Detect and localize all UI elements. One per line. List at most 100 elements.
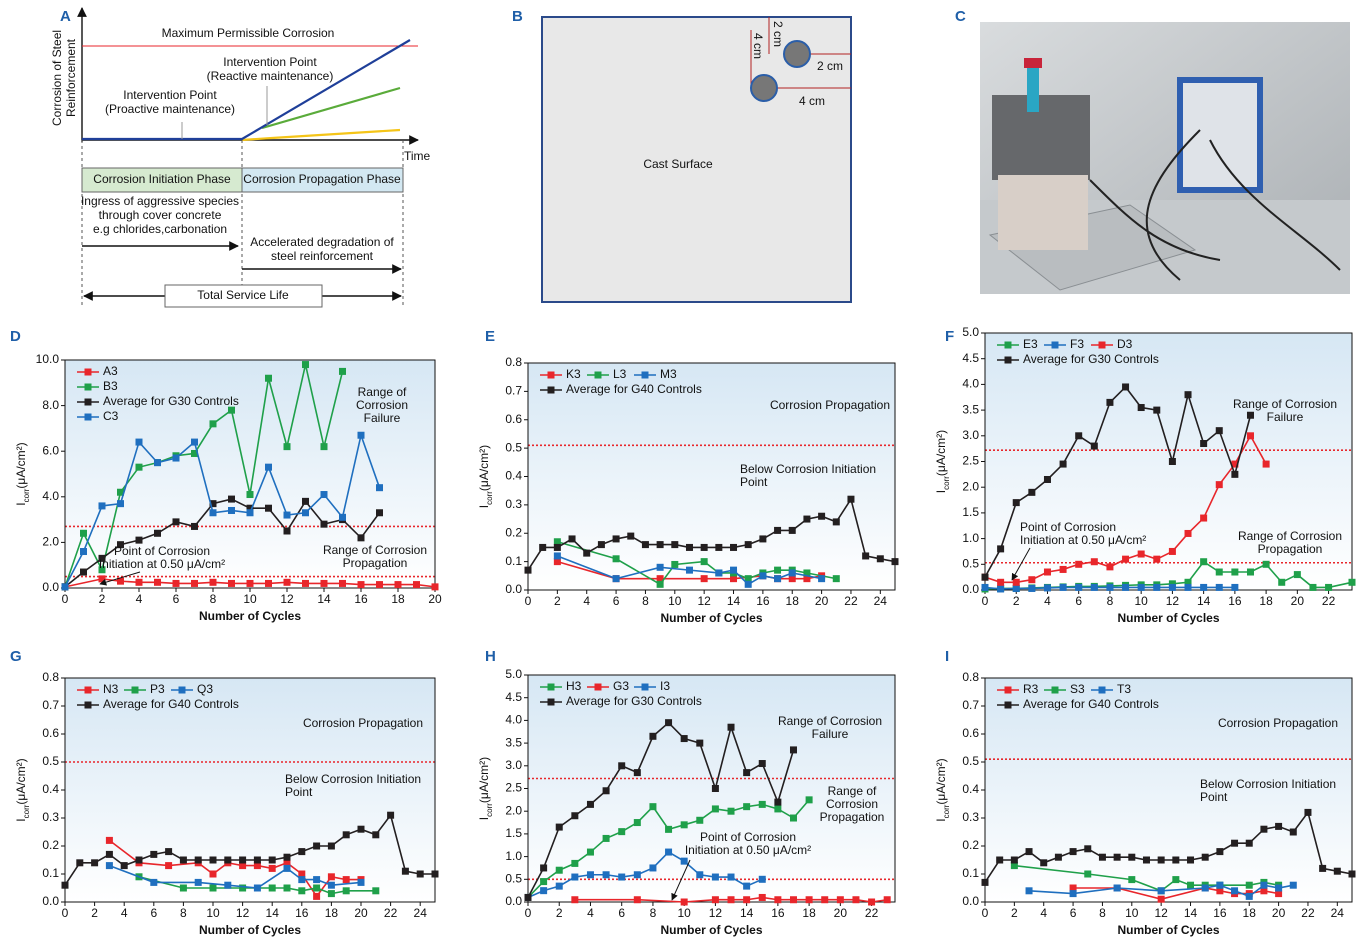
data-point (121, 862, 128, 869)
data-point (681, 858, 688, 865)
data-point (789, 527, 796, 534)
x-axis-label: Number of Cycles (660, 923, 762, 937)
y-tick-label: 1.5 (962, 505, 979, 519)
data-point (106, 837, 113, 844)
data-point (649, 803, 656, 810)
data-point (681, 899, 688, 906)
data-point (358, 826, 365, 833)
y-tick-label: 6.0 (42, 443, 59, 457)
data-point (247, 509, 254, 516)
x-tick-label: 4 (1044, 594, 1051, 608)
x-tick-label: 14 (1184, 906, 1198, 920)
annotation-line: Point (285, 785, 313, 799)
data-point (1260, 882, 1267, 889)
x-tick-label: 14 (740, 906, 754, 920)
annotation-line: Corrosion Propagation (1218, 716, 1338, 730)
data-point (210, 579, 217, 586)
data-point (1216, 481, 1223, 488)
x-tick-label: 6 (150, 906, 157, 920)
annotation-line: Propagation (1258, 542, 1323, 556)
data-point (759, 876, 766, 883)
data-point (80, 569, 87, 576)
y-tick-label: 0.4 (42, 782, 59, 796)
annotation-line: Below Corrosion Initiation (1200, 777, 1336, 791)
plot-area (65, 678, 435, 902)
data-point (395, 581, 402, 588)
x-tick-label: 18 (786, 594, 800, 608)
surface-label: Cast Surface (643, 157, 713, 171)
data-point (1138, 584, 1145, 591)
data-point (789, 569, 796, 576)
data-point (343, 831, 350, 838)
data-point (136, 857, 143, 864)
annotation: Point of CorrosionInitiation at 0.50 μA/… (685, 830, 811, 857)
data-point (1172, 876, 1179, 883)
y-tick-label: 0.6 (962, 726, 979, 740)
data-point (284, 512, 291, 519)
data-point (154, 530, 161, 537)
data-point (634, 896, 641, 903)
data-point (1202, 854, 1209, 861)
data-point (154, 459, 161, 466)
data-point (284, 865, 291, 872)
data-point (884, 896, 891, 903)
data-point (712, 874, 719, 881)
data-point (715, 544, 722, 551)
y-tick-label: 0.2 (962, 838, 979, 852)
plot-area (528, 363, 895, 590)
panel-letter: F (945, 328, 954, 345)
intervention-label-line: (Reactive maintenance) (207, 69, 334, 83)
data-point (634, 871, 641, 878)
data-point (376, 484, 383, 491)
data-point (745, 581, 752, 588)
data-point (1231, 887, 1238, 894)
data-point (1231, 569, 1238, 576)
data-point (603, 787, 610, 794)
data-point (821, 896, 828, 903)
legend-label: S3 (1070, 682, 1085, 696)
y-axis-label: Icorr(μA/cm²) (934, 430, 950, 493)
data-point (265, 580, 272, 587)
data-point (1060, 461, 1067, 468)
x-tick-label: 6 (1075, 594, 1082, 608)
panel-letter: C (955, 8, 966, 25)
y-tick-label: 0.3 (962, 810, 979, 824)
data-point (649, 733, 656, 740)
x-tick-label: 14 (1197, 594, 1211, 608)
legend-label: M3 (660, 367, 677, 381)
data-point (313, 885, 320, 892)
data-point (150, 851, 157, 858)
data-point (1028, 585, 1035, 592)
data-point (265, 505, 272, 512)
data-point (759, 535, 766, 542)
data-point (745, 541, 752, 548)
data-point (583, 550, 590, 557)
data-point (603, 835, 610, 842)
dim-label: 2 cm (771, 21, 785, 47)
y-tick-label: 0.0 (505, 582, 522, 596)
x-tick-label: 2 (556, 906, 563, 920)
data-point (892, 558, 899, 565)
y-tick-label: 4.5 (505, 690, 522, 704)
data-point (649, 864, 656, 871)
data-point (774, 896, 781, 903)
data-point (1260, 826, 1267, 833)
data-point (790, 896, 797, 903)
data-point (265, 375, 272, 382)
intervention-label: Intervention Point(Proactive maintenance… (105, 88, 235, 116)
x-tick-label: 4 (583, 594, 590, 608)
data-point (91, 859, 98, 866)
data-point (1275, 823, 1282, 830)
legend-label: Average for G30 Controls (566, 694, 702, 708)
yellow-curve (242, 130, 400, 140)
data-point (982, 574, 989, 581)
axis-label-line: Reinforcement (64, 38, 78, 117)
data-point (743, 883, 750, 890)
data-point (1290, 829, 1297, 836)
electrode (784, 41, 810, 67)
data-point (997, 545, 1004, 552)
dim-label: 2 cm (817, 59, 843, 73)
data-point (191, 580, 198, 587)
data-point (239, 885, 246, 892)
data-point (598, 541, 605, 548)
